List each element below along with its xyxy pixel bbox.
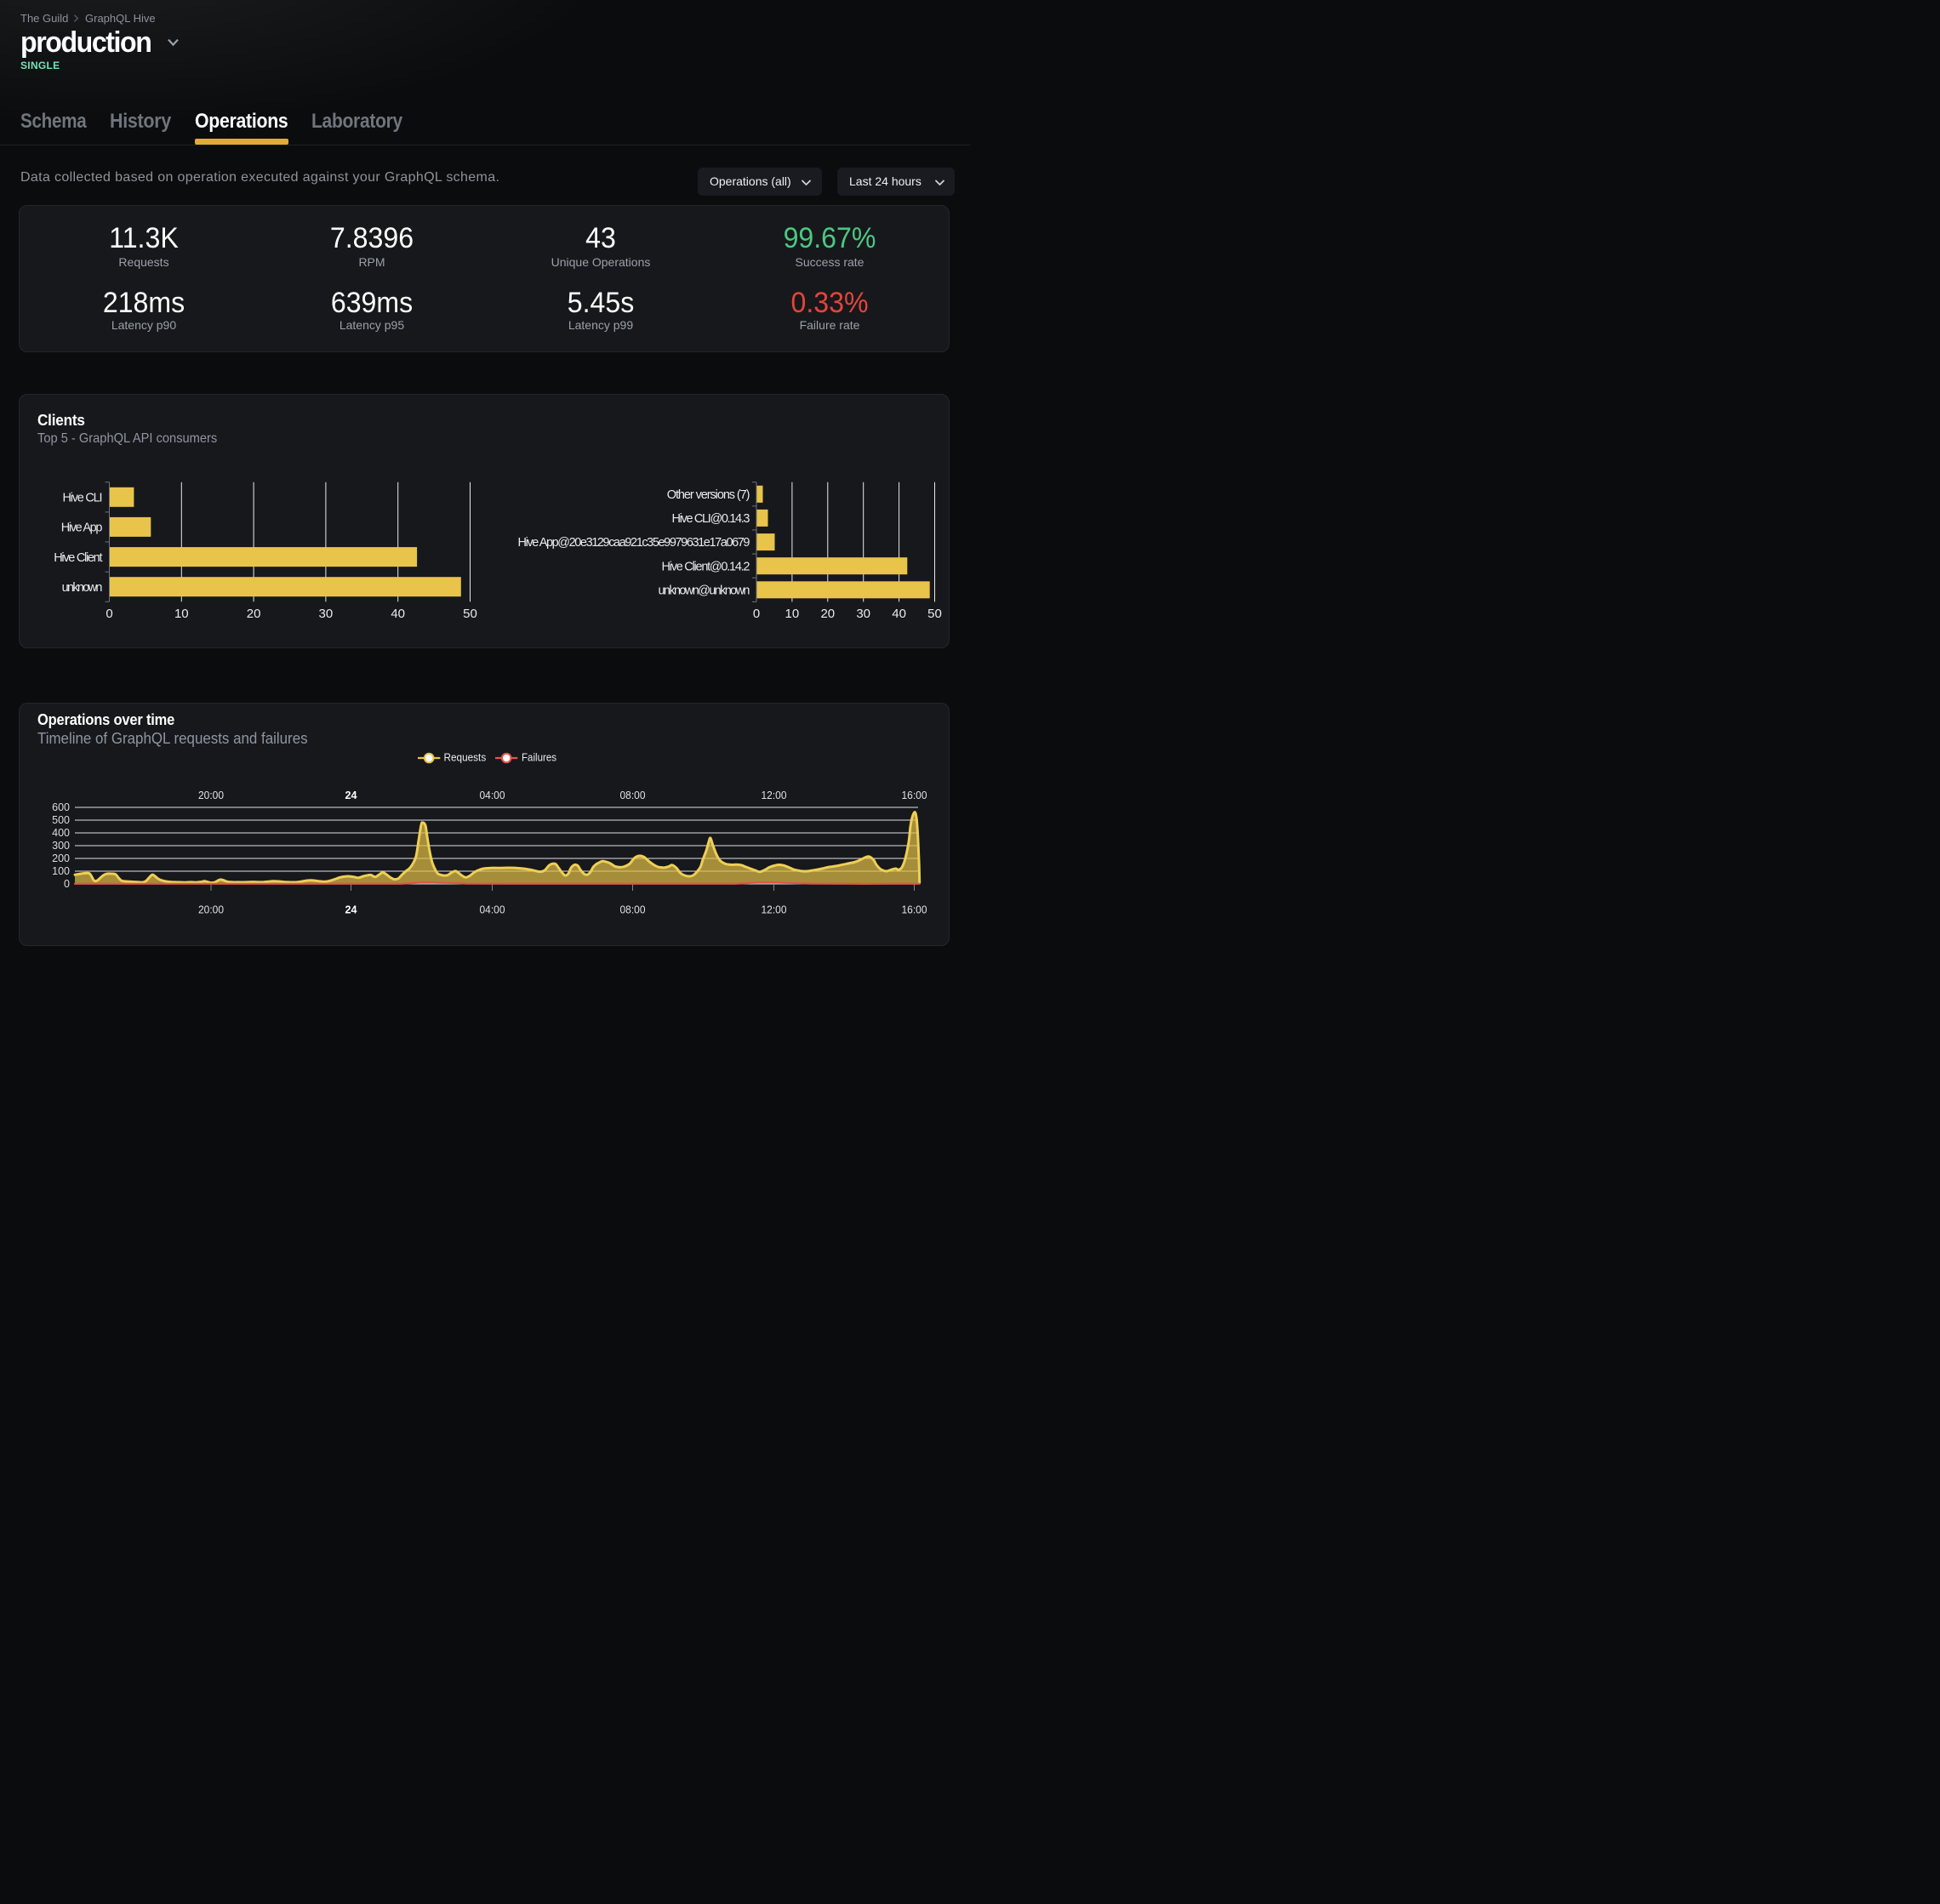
svg-text:30: 30: [319, 607, 334, 621]
svg-text:12:00: 12:00: [762, 904, 787, 916]
svg-text:Requests: Requests: [444, 751, 487, 764]
svg-text:Hive App@20e3129caa921c35e9979: Hive App@20e3129caa921c35e9979631e17a067…: [518, 536, 750, 550]
svg-text:50: 50: [927, 607, 942, 621]
svg-text:08:00: 08:00: [620, 790, 646, 801]
svg-text:100: 100: [52, 865, 70, 877]
svg-text:600: 600: [52, 801, 70, 813]
svg-text:16:00: 16:00: [902, 904, 927, 916]
svg-text:unknown: unknown: [62, 581, 103, 595]
svg-text:24: 24: [345, 904, 357, 916]
svg-text:20:00: 20:00: [198, 790, 224, 801]
svg-text:Hive Client@0.14.2: Hive Client@0.14.2: [662, 560, 750, 573]
svg-text:0: 0: [753, 607, 760, 621]
svg-text:200: 200: [52, 852, 70, 864]
svg-text:40: 40: [391, 607, 405, 621]
svg-text:Other versions (7): Other versions (7): [667, 488, 750, 502]
svg-text:500: 500: [52, 814, 70, 826]
svg-text:04:00: 04:00: [480, 790, 505, 801]
svg-text:20: 20: [247, 607, 261, 621]
svg-text:Hive App: Hive App: [61, 522, 103, 535]
svg-text:04:00: 04:00: [480, 904, 505, 916]
svg-text:Hive Client: Hive Client: [54, 551, 102, 565]
svg-text:40: 40: [892, 607, 906, 621]
svg-text:30: 30: [856, 607, 870, 621]
svg-text:Failures: Failures: [522, 751, 556, 764]
svg-text:0: 0: [106, 607, 112, 621]
svg-text:unknown@unknown: unknown@unknown: [659, 584, 750, 598]
svg-text:08:00: 08:00: [620, 904, 646, 916]
svg-text:50: 50: [463, 607, 477, 621]
svg-text:0: 0: [64, 878, 70, 890]
svg-text:10: 10: [785, 607, 800, 621]
svg-text:24: 24: [345, 790, 357, 801]
svg-text:20: 20: [820, 607, 835, 621]
svg-text:300: 300: [52, 840, 70, 852]
svg-text:10: 10: [174, 607, 189, 621]
svg-text:16:00: 16:00: [902, 790, 927, 801]
svg-text:Hive CLI: Hive CLI: [63, 492, 103, 505]
svg-text:400: 400: [52, 827, 70, 839]
svg-text:12:00: 12:00: [762, 790, 787, 801]
svg-text:20:00: 20:00: [198, 904, 224, 916]
svg-text:Hive CLI@0.14.3: Hive CLI@0.14.3: [672, 512, 750, 526]
